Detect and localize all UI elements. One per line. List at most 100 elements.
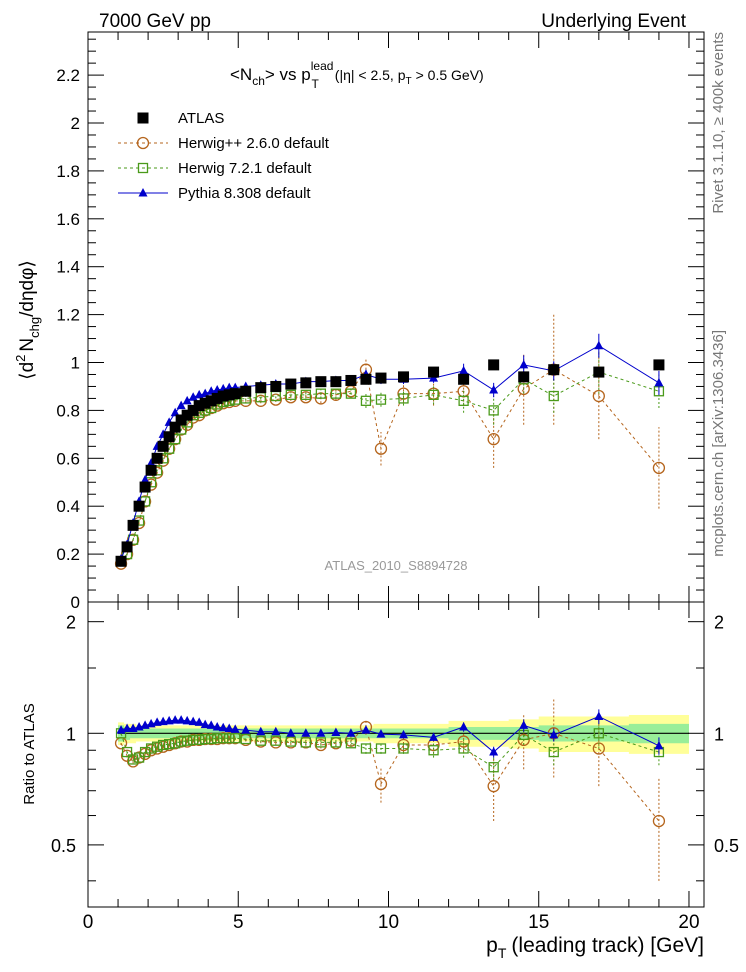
data-point [397, 387, 410, 400]
data-point [194, 734, 205, 746]
legend-entry: Herwig++ 2.6.0 default [118, 135, 330, 152]
data-point [300, 377, 312, 389]
data-point [488, 359, 500, 371]
data-point [193, 400, 205, 412]
data-point [218, 722, 228, 732]
data-point [519, 359, 529, 369]
data-point [176, 715, 186, 724]
data-point [270, 380, 282, 392]
data-point [122, 723, 132, 733]
ratio-tick-label-right: 1 [714, 724, 724, 744]
x-tick-labels: 0 5 10 15 20 [83, 912, 700, 933]
data-point [652, 814, 666, 828]
data-point [156, 740, 170, 753]
data-point [200, 719, 210, 729]
data-point [163, 431, 175, 443]
data-point [488, 762, 499, 773]
data-point [170, 407, 180, 417]
data-point [457, 735, 470, 748]
data-point [548, 364, 560, 376]
data-point [316, 728, 326, 737]
x-tick-label: 15 [528, 912, 549, 933]
ratio-tick-label-left: 0.5 [51, 836, 76, 856]
data-point [181, 409, 193, 421]
data-point [487, 432, 500, 446]
data-point [458, 395, 469, 406]
data-point [151, 452, 163, 464]
data-point [300, 737, 312, 748]
series-herwig-2-6-0-default [114, 314, 666, 570]
data-point [169, 421, 181, 433]
data-point [519, 720, 529, 729]
title-prefix: <N [230, 65, 252, 84]
data-point [194, 717, 204, 726]
data-point [330, 388, 342, 399]
data-point [594, 340, 604, 350]
data-point [315, 376, 327, 388]
data-point [399, 729, 409, 739]
legend-label: Herwig++ 2.6.0 default [178, 135, 330, 152]
series-herwig-7-2-1-default [115, 350, 665, 567]
data-point [229, 388, 241, 400]
data-point [157, 440, 169, 452]
data-point [121, 746, 133, 758]
data-point [654, 740, 664, 750]
ratio-data-layer [114, 698, 689, 881]
data-point [188, 716, 198, 726]
data-point [361, 725, 371, 734]
data-point [285, 736, 296, 747]
data-point [138, 188, 148, 197]
data-point [458, 373, 470, 385]
data-point [170, 715, 180, 724]
data-point [518, 371, 530, 383]
legend-entry: Herwig 7.2.1 default [118, 160, 312, 177]
plot-title: <Nch> vs plead T(|η| < 2.5, pT > 0.5 GeV) [230, 59, 484, 91]
data-point [241, 725, 251, 734]
data-point [654, 377, 664, 387]
legend-entry: Pythia 8.308 default [118, 185, 311, 202]
data-point [211, 392, 223, 404]
data-point [217, 732, 230, 745]
data-point [145, 743, 157, 754]
data-point [345, 374, 357, 386]
data-point [398, 371, 410, 383]
xlabel-p: p [486, 934, 498, 957]
data-point [199, 397, 211, 409]
data-point [169, 738, 181, 749]
data-point [138, 747, 152, 761]
data-point [330, 376, 342, 388]
data-point [200, 388, 210, 398]
header-energy: 7000 GeV pp [99, 11, 211, 32]
data-point [176, 736, 187, 747]
y-tick-label: 2.2 [56, 66, 80, 85]
data-point [398, 393, 409, 404]
data-point [487, 780, 500, 793]
series-herwig-7-2-1-default [115, 719, 665, 780]
x-tick-label: 10 [378, 912, 399, 933]
series-line [120, 345, 660, 560]
data-point [314, 738, 328, 752]
legend-label: Herwig 7.2.1 default [178, 160, 312, 177]
x-tick-label: 20 [678, 912, 699, 933]
data-point [459, 721, 469, 731]
data-point [398, 743, 409, 754]
title-sub-t2: T [406, 76, 412, 87]
title-sub-t: T [311, 77, 319, 91]
main-ylabel: ⟨d2 Nchg/dηdφ⟩ [13, 260, 42, 380]
ylabel-c: /dηdφ⟩ [17, 260, 38, 317]
x-tick-label: 0 [83, 912, 94, 933]
data-point [151, 741, 163, 752]
ratio-tick-label-right: 0.5 [714, 836, 739, 856]
data-point [115, 555, 127, 567]
data-point [126, 533, 140, 546]
legend-entry: ATLAS [137, 110, 224, 127]
data-point [315, 388, 327, 399]
data-point [230, 724, 240, 733]
data-point [218, 733, 229, 744]
data-point [360, 395, 372, 406]
data-point [182, 735, 193, 746]
x-axis-label: pT (leading track) [GeV] [486, 934, 704, 961]
data-point [548, 390, 559, 402]
data-point [182, 395, 192, 405]
